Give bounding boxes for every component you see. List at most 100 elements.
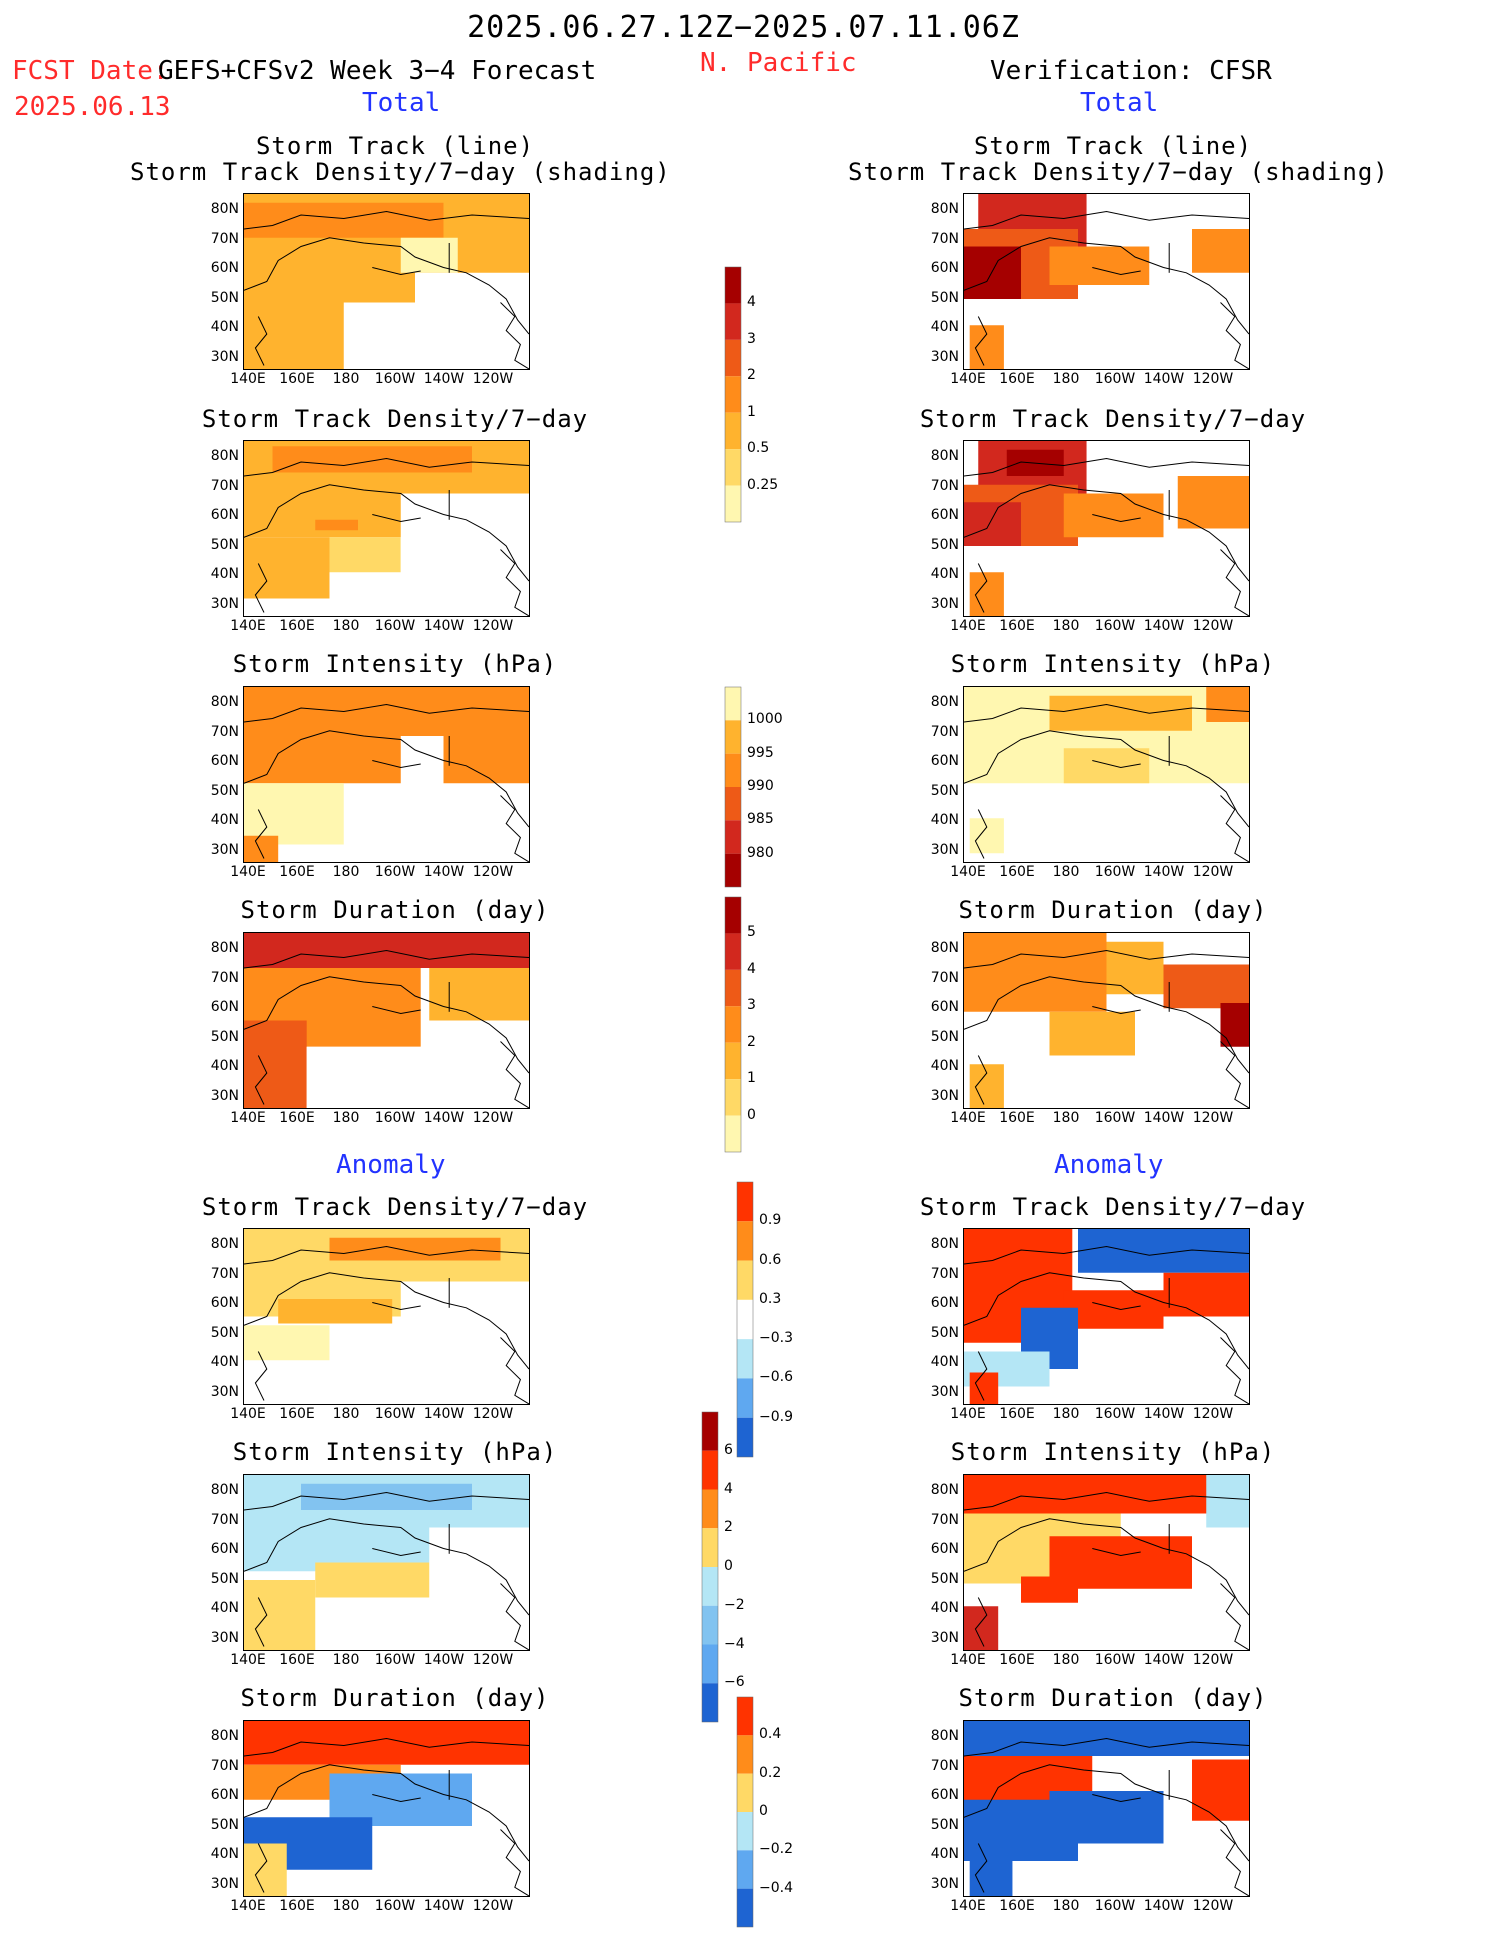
density-total-colorbar	[723, 265, 743, 528]
lat-tick-label: 80N	[210, 448, 239, 464]
lat-tick-label: 30N	[210, 595, 239, 612]
lat-tick-label: 80N	[930, 1236, 959, 1252]
lon-tick-label: 160E	[279, 1898, 315, 1914]
lon-tick-label: 160E	[999, 1406, 1035, 1422]
panel-title-duration-anom-left: Storm Duration (day)	[240, 1684, 550, 1712]
panel-title-density-anom-left: Storm Track Density/7−day	[201, 1193, 589, 1221]
lat-tick-label: 50N	[210, 1324, 239, 1341]
lon-tick-label: 180	[332, 1406, 360, 1422]
density-anomaly-colorbar-label: 0.6	[759, 1251, 782, 1268]
lon-tick-label: 160W	[1094, 371, 1136, 387]
lat-tick-label: 40N	[930, 566, 959, 582]
intensity-total-colorbar-label: 990	[747, 778, 774, 794]
lon-tick-label: 160E	[279, 618, 315, 634]
lon-tick-label: 160E	[279, 371, 315, 387]
lon-tick-label: 160E	[999, 618, 1035, 634]
duration-total-colorbar	[723, 895, 743, 1158]
lat-tick-label: 40N	[930, 812, 959, 828]
duration-anomaly-colorbar-label: −0.2	[759, 1841, 793, 1858]
lat-tick-label: 40N	[210, 1354, 239, 1370]
panel-title-track-line-right: Storm Track (line)	[973, 132, 1253, 160]
lat-tick-label: 30N	[210, 1875, 239, 1892]
density-total-colorbar-label: 3	[747, 330, 756, 347]
lat-tick-label: 30N	[930, 1629, 959, 1646]
lon-tick-label: 140W	[423, 1406, 465, 1422]
lat-tick-label: 40N	[210, 1058, 239, 1074]
lon-tick-label: 140W	[1143, 1898, 1185, 1914]
duration-total-colorbar-label: 1	[747, 1070, 756, 1087]
lat-tick-label: 70N	[930, 1757, 959, 1774]
lon-tick-label: 180	[1052, 1110, 1080, 1126]
density-total-colorbar-label: 2	[747, 367, 756, 384]
duration-anomaly-colorbar-label: 0	[759, 1803, 768, 1819]
lon-tick-label: 140W	[423, 1652, 465, 1668]
lat-tick-label: 30N	[210, 1629, 239, 1646]
lat-tick-label: 70N	[210, 969, 239, 986]
lat-tick-label: 40N	[210, 1600, 239, 1616]
intensity-anomaly-colorbar-label: −2	[724, 1596, 745, 1613]
lat-tick-label: 60N	[930, 507, 959, 523]
lon-tick-label: 140E	[230, 371, 266, 387]
duration-anomaly-colorbar-label: −0.4	[759, 1879, 793, 1896]
lat-tick-label: 80N	[210, 1728, 239, 1744]
lat-tick-label: 80N	[210, 1236, 239, 1252]
anomaly-right-label: Anomaly	[1054, 1150, 1164, 1180]
panel-title-duration-anom-right: Storm Duration (day)	[958, 1684, 1268, 1712]
cfsr-intensity-anom-map	[963, 1474, 1250, 1651]
lon-tick-label: 180	[332, 371, 360, 387]
region-label: N. Pacific	[700, 48, 857, 78]
verification-label: Verification: CFSR	[990, 56, 1272, 86]
total-right-label: Total	[1080, 88, 1159, 118]
lon-tick-label: 140E	[950, 1652, 986, 1668]
duration-anomaly-colorbar-label: 0.4	[759, 1726, 782, 1743]
intensity-total-colorbar-label: 1000	[747, 711, 783, 728]
forecast-track-map	[243, 193, 530, 370]
lon-tick-label: 140E	[950, 1898, 986, 1914]
lat-tick-label: 40N	[930, 1846, 959, 1862]
lon-tick-label: 140W	[1143, 1110, 1185, 1126]
lat-tick-label: 50N	[210, 1816, 239, 1833]
lon-tick-label: 120W	[472, 1898, 514, 1914]
fcst-date-label: FCST Date:	[12, 56, 169, 86]
lon-tick-label: 180	[332, 1652, 360, 1668]
panel-title-intensity-anom-left: Storm Intensity (hPa)	[232, 1438, 558, 1466]
lon-tick-label: 120W	[472, 371, 514, 387]
panel-title-intensity-right: Storm Intensity (hPa)	[950, 650, 1276, 678]
forecast-duration-map	[243, 932, 530, 1109]
lon-tick-label: 140E	[950, 1110, 986, 1126]
lat-tick-label: 30N	[210, 841, 239, 858]
cfsr-intensity-map	[963, 686, 1250, 863]
panel-title-intensity-left: Storm Intensity (hPa)	[232, 650, 558, 678]
lat-tick-label: 30N	[210, 1087, 239, 1104]
intensity-anomaly-colorbar-label: 0	[724, 1558, 733, 1574]
lat-tick-label: 50N	[210, 1570, 239, 1587]
duration-anomaly-colorbar-label: 0.2	[759, 1764, 782, 1781]
lon-tick-label: 160E	[999, 371, 1035, 387]
lat-tick-label: 50N	[210, 782, 239, 799]
lon-tick-label: 140E	[230, 1406, 266, 1422]
cfsr-duration-anom-map	[963, 1720, 1250, 1897]
lon-tick-label: 140W	[423, 618, 465, 634]
lon-tick-label: 160W	[374, 1110, 416, 1126]
lat-tick-label: 80N	[930, 940, 959, 956]
lat-tick-label: 70N	[930, 1511, 959, 1528]
lat-tick-label: 70N	[930, 230, 959, 247]
lat-tick-label: 70N	[930, 477, 959, 494]
lat-tick-label: 80N	[930, 694, 959, 710]
lon-tick-label: 140E	[230, 1110, 266, 1126]
lon-tick-label: 160W	[374, 1406, 416, 1422]
lon-tick-label: 120W	[1192, 1406, 1234, 1422]
cfsr-duration-map	[963, 932, 1250, 1109]
lat-tick-label: 30N	[930, 595, 959, 612]
lon-tick-label: 140W	[1143, 1406, 1185, 1422]
intensity-anomaly-colorbar	[700, 1410, 720, 1728]
lat-tick-label: 60N	[210, 260, 239, 276]
lat-tick-label: 50N	[210, 536, 239, 553]
lat-tick-label: 70N	[210, 1757, 239, 1774]
lon-tick-label: 180	[332, 1898, 360, 1914]
fcst-date: 2025.06.13	[14, 92, 171, 122]
density-anomaly-colorbar-label: −0.6	[759, 1369, 793, 1386]
lon-tick-label: 140W	[423, 1110, 465, 1126]
lat-tick-label: 30N	[210, 348, 239, 365]
forecast-density-anom-map	[243, 1228, 530, 1405]
